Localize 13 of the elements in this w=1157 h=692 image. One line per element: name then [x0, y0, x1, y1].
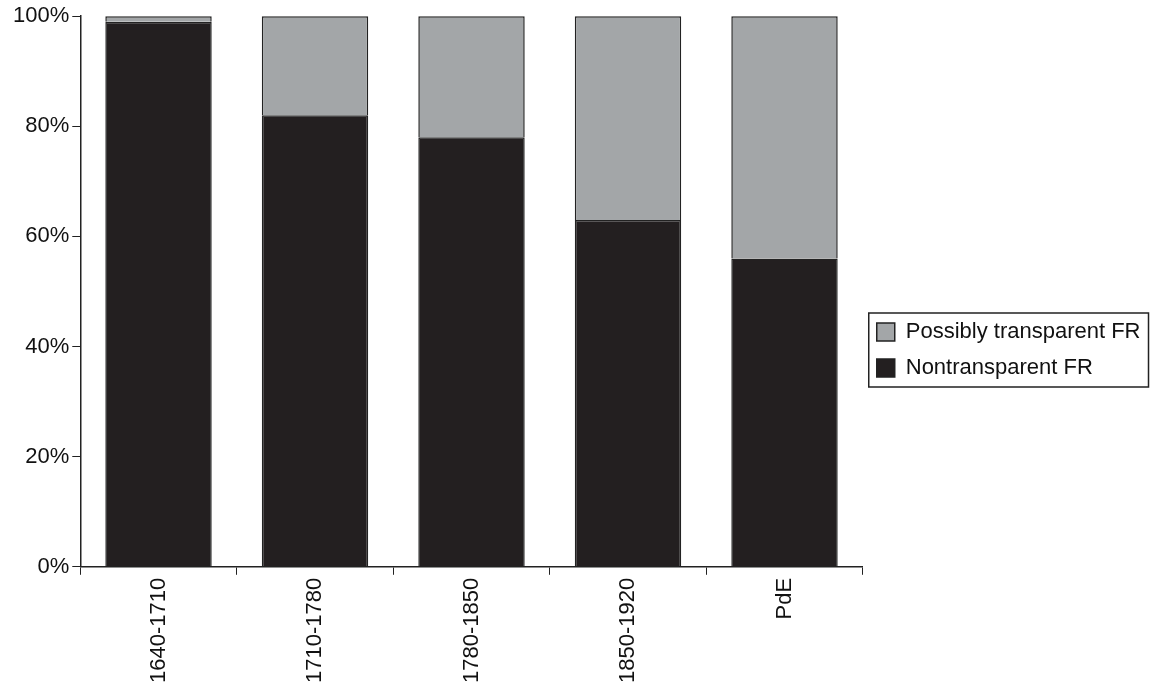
legend-label: Nontransparent FR: [905, 354, 1093, 380]
y-tick-label: 0%: [37, 552, 70, 578]
y-tick-label: 60%: [25, 222, 70, 248]
legend-label: Possibly transparent FR: [905, 318, 1141, 344]
y-tick-label: 100%: [12, 2, 70, 28]
y-tick-label: 20%: [25, 442, 70, 468]
y-tick-label: 80%: [25, 112, 70, 138]
x-tick-label: 1710-1780: [301, 577, 327, 684]
x-tick-label: 1780-1850: [457, 577, 483, 684]
x-tick-label: 1850-1920: [614, 577, 640, 684]
x-tick-label: 1640-1710: [144, 577, 170, 684]
x-tick-label: PdE: [770, 577, 796, 620]
y-tick-label: 40%: [25, 332, 70, 358]
